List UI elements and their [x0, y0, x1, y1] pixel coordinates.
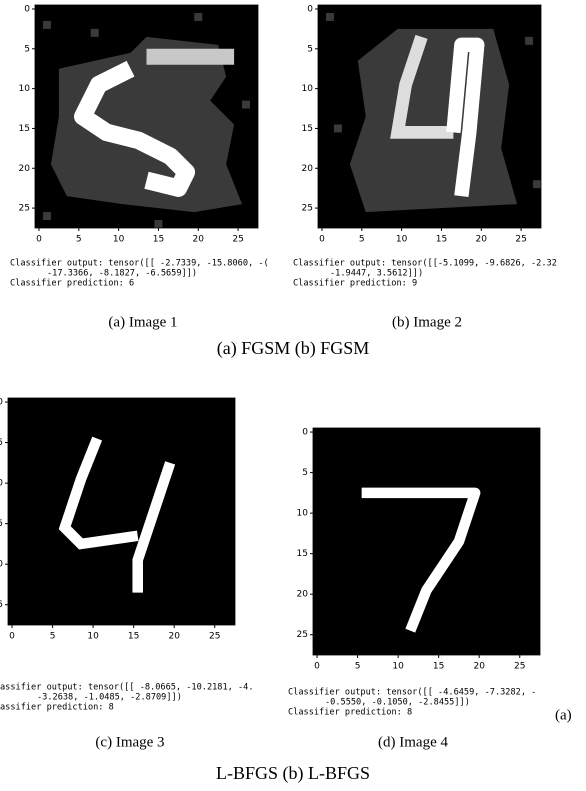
y-tick-label: 20	[297, 590, 309, 600]
x-tick-label: 25	[514, 662, 525, 672]
subfigure-caption: (c) Image 3	[95, 734, 164, 750]
figure: 0 5 10 15 20 25 0 5 10 15 20 25 Classifier output: t…	[0, 0, 586, 791]
x-tick-label: 10	[392, 662, 404, 672]
y-tick-label: 10	[19, 84, 31, 94]
y-tick-label: 15	[302, 124, 313, 134]
y-tick-label: 10	[0, 479, 3, 489]
y-tick-label: 10	[302, 84, 314, 94]
y-tick-label: 25	[302, 204, 313, 214]
image	[313, 428, 540, 655]
y-tick-label: 10	[297, 509, 309, 519]
classifier-prediction: Classifier prediction: 6	[10, 279, 134, 289]
y-tick-label: 20	[19, 164, 31, 174]
y-tick-label: 0	[0, 398, 3, 408]
classifier-output: -17.3366, -8.1827, -6.5659]])	[47, 269, 197, 279]
classifier-prediction: Classifier prediction: 8	[288, 708, 412, 718]
y-tick-label: 25	[19, 204, 30, 214]
classifier-prediction: Classifier prediction: 9	[293, 279, 417, 289]
classifier-output: -3.2638, -1.0485, -2.8709]])	[37, 693, 182, 703]
x-tick-label: 0	[314, 662, 320, 672]
classifier-output: Classifier output: tensor([[ -2.7339, -1…	[10, 259, 269, 269]
x-tick-label: 25	[209, 632, 220, 642]
y-tick-label: 0	[24, 4, 30, 14]
x-tick-label: 15	[433, 662, 444, 672]
y-tick-label: 20	[0, 560, 3, 570]
classifier-output: -0.5550, -0.1050, -2.8455]])	[325, 698, 470, 708]
x-tick-label: 15	[153, 235, 164, 245]
x-tick-label: 15	[128, 632, 139, 642]
x-tick-label: 5	[76, 235, 82, 245]
image	[35, 5, 258, 228]
x-tick-label: 10	[113, 235, 125, 245]
image	[8, 398, 235, 625]
y-tick-label: 0	[302, 428, 308, 438]
y-tick-label: 5	[302, 468, 308, 478]
classifier-output: assifier output: tensor([[ -8.0665, -10.…	[0, 683, 254, 693]
y-tick-label: 25	[297, 630, 308, 640]
image	[318, 5, 541, 228]
x-tick-label: 5	[50, 632, 56, 642]
x-tick-label: 5	[359, 235, 365, 245]
y-tick-label: 0	[307, 4, 313, 14]
classifier-output: Classifier output: tensor([[ -4.6459, -7…	[288, 688, 536, 698]
page: 0 5 10 15 20 25 0 5 10 15 20 25 Classifier output: t…	[0, 0, 586, 791]
subfigure-caption: (a) Image 1	[108, 314, 177, 330]
classifier-output: Classifier output: tensor([[-5.1099, -9.…	[293, 259, 557, 269]
x-tick-label: 20	[193, 235, 205, 245]
y-tick-label: 20	[302, 164, 314, 174]
classifier-output: -1.9447, 3.5612]])	[330, 269, 423, 279]
x-tick-label: 10	[87, 632, 99, 642]
x-tick-label: 0	[9, 632, 15, 642]
subfigure-caption: (d) Image 4	[378, 734, 448, 750]
x-tick-label: 10	[396, 235, 408, 245]
side-label: (a)	[555, 707, 572, 723]
y-tick-label: 15	[297, 549, 308, 559]
group-caption: (a) FGSM (b) FGSM	[217, 338, 370, 359]
x-tick-label: 20	[168, 632, 180, 642]
y-tick-label: 15	[0, 519, 3, 529]
y-tick-label: 25	[0, 600, 3, 610]
y-tick-label: 5	[24, 44, 30, 54]
x-tick-label: 5	[355, 662, 361, 672]
x-tick-label: 20	[473, 662, 485, 672]
classifier-prediction: assifier prediction: 8	[0, 703, 114, 713]
x-tick-label: 20	[476, 235, 488, 245]
subfigure-caption: (b) Image 2	[392, 314, 462, 330]
y-tick-label: 5	[307, 44, 313, 54]
x-tick-label: 15	[436, 235, 447, 245]
x-tick-label: 25	[515, 235, 526, 245]
x-tick-label: 0	[319, 235, 325, 245]
x-tick-label: 25	[232, 235, 243, 245]
group-caption: L-BFGS (b) L-BFGS	[216, 763, 370, 784]
y-tick-label: 5	[0, 438, 3, 448]
y-tick-label: 15	[19, 124, 30, 134]
x-tick-label: 0	[36, 235, 42, 245]
